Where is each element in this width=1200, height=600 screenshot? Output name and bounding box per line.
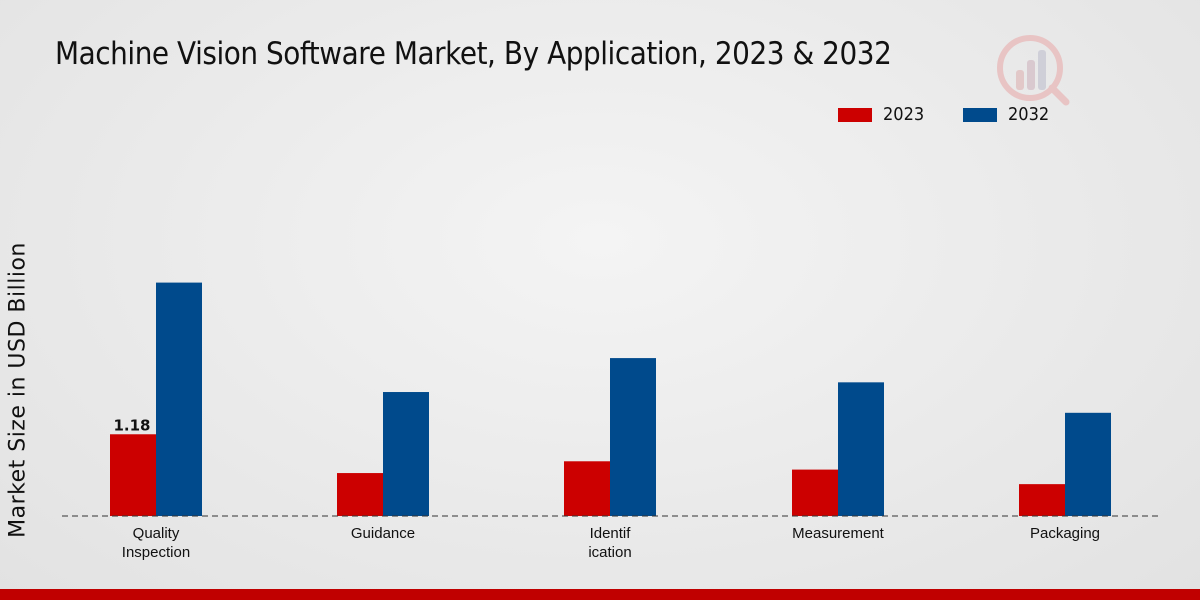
legend: 2023 2032: [838, 104, 1088, 125]
footer-bar: [0, 589, 1200, 600]
bar-2032-0: [156, 282, 202, 516]
x-tick-label-1: Guidance: [351, 525, 415, 542]
legend-swatch-2032: [962, 107, 997, 122]
bar-2023-3: [792, 469, 838, 516]
bar-2023-0: [110, 434, 156, 516]
data-label-0: 1.18: [113, 416, 150, 434]
legend-item-2023: 2023: [838, 104, 929, 125]
x-tick-label-3: Measurement: [792, 525, 885, 542]
bar-2032-2: [610, 358, 656, 516]
legend-label-2032: 2032: [1007, 104, 1050, 125]
bar-2032-4: [1065, 412, 1111, 516]
bar-2032-1: [383, 392, 429, 516]
x-tick-label-0: Quality Inspection: [122, 525, 190, 561]
legend-item-2032: 2032: [962, 104, 1054, 125]
bar-2023-1: [337, 473, 383, 516]
bar-2032-3: [838, 382, 884, 516]
brand-logo-icon: [997, 35, 1070, 106]
x-tick-label-2: Identif ication: [588, 525, 631, 561]
legend-label-2023: 2023: [883, 104, 925, 125]
bar-2023-2: [564, 461, 610, 516]
legend-swatch-2023: [838, 107, 872, 122]
bar-2023-4: [1019, 484, 1065, 516]
x-tick-label-4: Packaging: [1030, 525, 1100, 542]
chart-title: Machine Vision Software Market, By Appli…: [55, 36, 892, 72]
